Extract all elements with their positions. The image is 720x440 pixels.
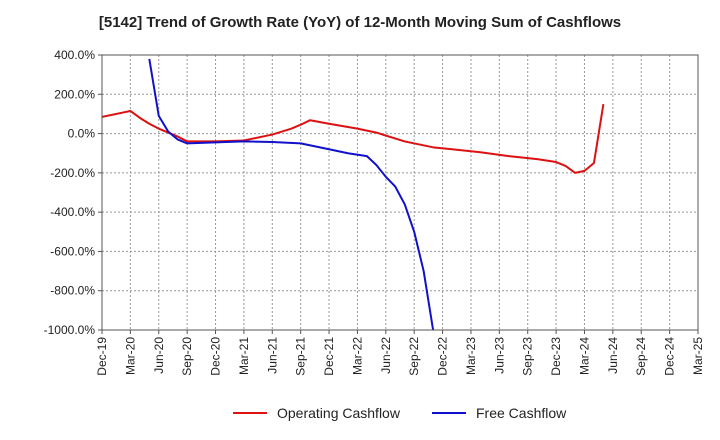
y-tick-label: -400.0%	[50, 205, 95, 219]
y-tick-label: -200.0%	[50, 166, 95, 180]
x-tick-label: Jun-22	[379, 337, 393, 374]
x-tick-label: Jun-24	[606, 337, 620, 374]
series-line-operating-cashflow	[102, 103, 605, 174]
legend-item-operating-cashflow: Operating Cashflow	[233, 405, 400, 421]
y-tick-label: -800.0%	[50, 284, 95, 298]
y-tick-label: -1000.0%	[44, 323, 96, 337]
legend-swatch-operating-cashflow	[233, 412, 267, 414]
grid-lines	[101, 54, 699, 331]
x-tick-label: Dec-20	[209, 337, 223, 376]
x-tick-label: Dec-24	[663, 337, 677, 376]
legend-label-operating-cashflow: Operating Cashflow	[277, 405, 400, 421]
chart-title: [5142] Trend of Growth Rate (YoY) of 12-…	[98, 14, 622, 31]
x-tick-label: Mar-25	[691, 337, 705, 375]
plot-border	[101, 54, 699, 331]
x-tick-label: Jun-21	[265, 337, 279, 374]
x-tick-label: Dec-19	[95, 337, 109, 376]
legend: Operating Cashflow Free Cashflow	[0, 405, 720, 425]
x-tick-label: Jun-20	[152, 337, 166, 374]
x-tick-label: Sep-24	[634, 337, 648, 376]
legend-item-free-cashflow: Free Cashflow	[432, 405, 566, 421]
x-tick-label: Sep-22	[407, 337, 421, 376]
y-tick-label: 400.0%	[54, 48, 95, 62]
legend-label-free-cashflow: Free Cashflow	[476, 405, 567, 421]
y-tick-label: 200.0%	[54, 87, 95, 101]
y-axis: 400.0% 200.0% 0.0% -200.0% -400.0% -600.0% -80…	[44, 48, 102, 337]
plot-area	[102, 55, 698, 330]
x-tick-label: Dec-22	[436, 337, 450, 376]
x-tick-label: Dec-23	[549, 337, 563, 376]
x-tick-label: Mar-22	[350, 337, 364, 375]
x-axis: Dec-19 Mar-20 Jun-20 Sep-20 Dec-20 Mar-21 Jun-…	[95, 330, 705, 376]
x-tick-label: Mar-21	[237, 337, 251, 375]
x-tick-label: Sep-23	[521, 337, 535, 376]
y-tick-label: -600.0%	[50, 244, 95, 258]
series-line-free-cashflow	[148, 58, 435, 330]
x-tick-label: Dec-21	[322, 337, 336, 376]
x-tick-label: Mar-24	[577, 337, 591, 375]
series-lines	[102, 58, 605, 330]
x-tick-label: Jun-23	[492, 337, 506, 374]
y-tick-label: 0.0%	[68, 127, 96, 141]
x-tick-label: Mar-20	[123, 337, 137, 375]
x-tick-label: Sep-20	[180, 337, 194, 376]
x-tick-label: Sep-21	[294, 337, 308, 376]
legend-swatch-free-cashflow	[432, 412, 466, 414]
x-tick-label: Mar-23	[464, 337, 478, 375]
